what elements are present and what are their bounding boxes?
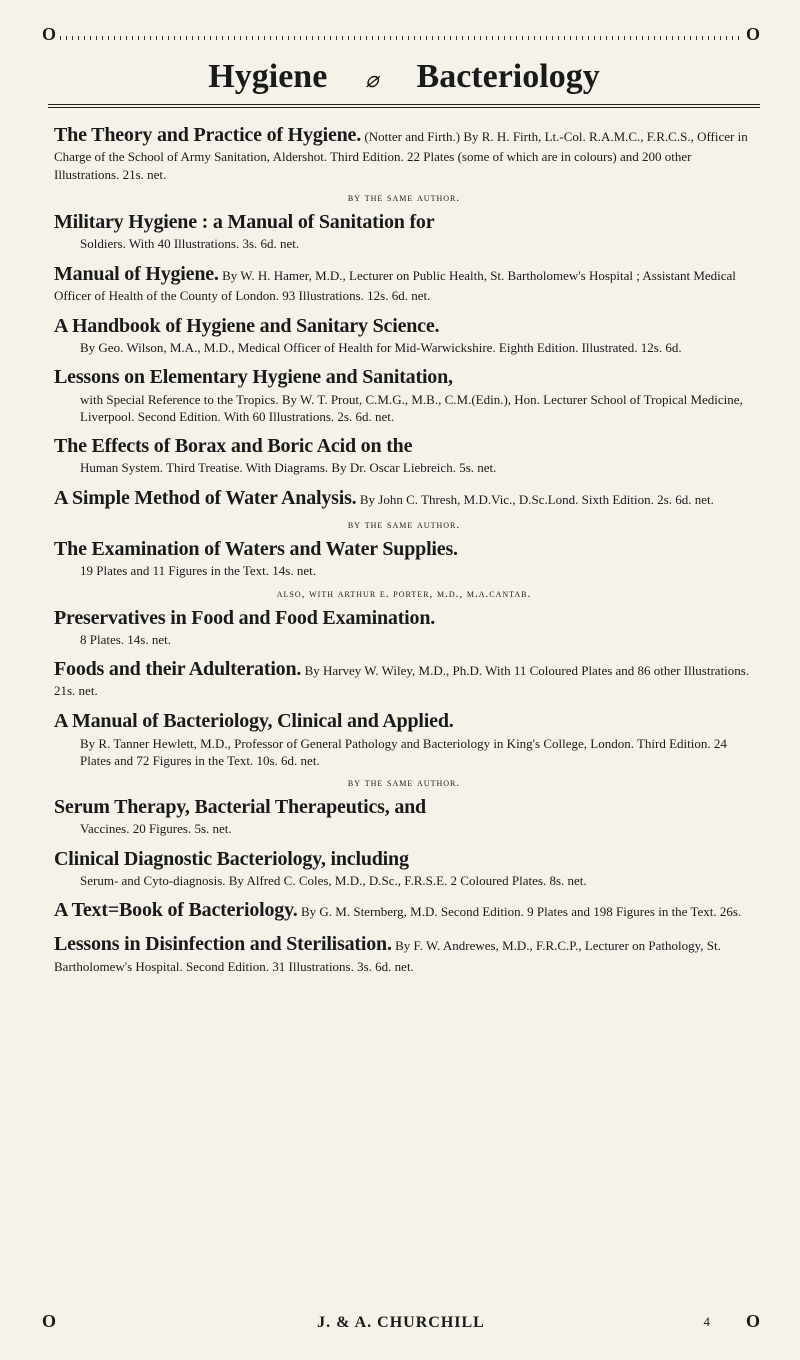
catalogue-entry: The Theory and Practice of Hygiene. (Not… — [54, 122, 754, 184]
entry-title: Manual of Hygiene. — [54, 263, 219, 285]
entry-title: A Simple Method of Water Analysis. — [54, 487, 357, 509]
entry-title: The Effects of Borax and Boric Acid on t… — [54, 435, 412, 457]
corner-mark-bl: O — [42, 1311, 56, 1332]
top-wavy-rule — [58, 34, 744, 42]
entry-title: Preservatives in Food and Food Examinati… — [54, 607, 435, 629]
entry-continuation: Vaccines. 20 Figures. 5s. net. — [80, 820, 754, 837]
entries-list: The Theory and Practice of Hygiene. (Not… — [48, 122, 760, 976]
byline-same-author: by the same author. — [54, 777, 754, 789]
header-right: Bacteriology — [417, 58, 600, 96]
entry-title: Serum Therapy, Bacterial Therapeutics, a… — [54, 796, 426, 818]
entry-title: Lessons in Disinfection and Sterilisatio… — [54, 933, 392, 955]
catalogue-entry: Lessons on Elementary Hygiene and Sanita… — [54, 364, 754, 425]
entry-title: Military Hygiene : a Manual of Sanitatio… — [54, 211, 434, 233]
catalogue-entry: Military Hygiene : a Manual of Sanitatio… — [54, 209, 754, 253]
publisher-footer: J. & A. CHURCHILL — [58, 1314, 744, 1332]
byline-same-author: by the same author. — [54, 192, 754, 204]
entry-title: The Theory and Practice of Hygiene. — [54, 124, 361, 146]
entry-continuation: Serum- and Cyto-diagnosis. By Alfred C. … — [80, 872, 754, 889]
entry-title: The Examination of Waters and Water Supp… — [54, 538, 458, 560]
entry-title: A Text=Book of Bacteriology. — [54, 899, 298, 921]
entry-continuation: 19 Plates and 11 Figures in the Text. 14… — [80, 562, 754, 579]
entry-continuation: Human System. Third Treatise. With Diagr… — [80, 459, 754, 476]
corner-mark-br: O — [746, 1311, 760, 1332]
catalogue-entry: A Manual of Bacteriology, Clinical and A… — [54, 708, 754, 769]
catalogue-entry: Lessons in Disinfection and Sterilisatio… — [54, 931, 754, 975]
entry-continuation: 8 Plates. 14s. net. — [80, 631, 754, 648]
entry-body: By John C. Thresh, M.D.Vic., D.Sc.Lond. … — [360, 492, 714, 507]
entry-title: A Manual of Bacteriology, Clinical and A… — [54, 710, 454, 732]
entry-body: By G. M. Sternberg, M.D. Second Edition.… — [301, 904, 741, 919]
header-left: Hygiene — [208, 58, 327, 96]
entry-continuation: Soldiers. With 40 Illustrations. 3s. 6d.… — [80, 235, 754, 252]
catalogue-entry: A Text=Book of Bacteriology. By G. M. St… — [54, 897, 754, 923]
entry-title: Foods and their Adulteration. — [54, 658, 301, 680]
double-rule — [48, 104, 760, 108]
catalogue-entry: Foods and their Adulteration. By Harvey … — [54, 656, 754, 700]
corner-mark-tl: O — [42, 24, 56, 45]
catalogue-entry: Preservatives in Food and Food Examinati… — [54, 605, 754, 649]
entry-continuation: By R. Tanner Hewlett, M.D., Professor of… — [80, 735, 754, 769]
entry-continuation: with Special Reference to the Tropics. B… — [80, 391, 754, 425]
catalogue-entry: A Handbook of Hygiene and Sanitary Scien… — [54, 313, 754, 357]
entry-title: Lessons on Elementary Hygiene and Sanita… — [54, 366, 453, 388]
byline-also-with: also, with arthur e. porter, m.d., m.a.c… — [54, 588, 754, 600]
entry-title: A Handbook of Hygiene and Sanitary Scien… — [54, 315, 439, 337]
catalogue-entry: Serum Therapy, Bacterial Therapeutics, a… — [54, 794, 754, 838]
catalogue-entry: A Simple Method of Water Analysis. By Jo… — [54, 485, 754, 511]
corner-mark-tr: O — [746, 24, 760, 45]
byline-same-author: by the same author. — [54, 519, 754, 531]
catalogue-entry: The Examination of Waters and Water Supp… — [54, 536, 754, 580]
page-header: Hygiene ⌀ Bacteriology — [48, 58, 760, 96]
catalogue-entry: Manual of Hygiene. By W. H. Hamer, M.D.,… — [54, 261, 754, 305]
page-number: 4 — [704, 1314, 711, 1330]
header-separator-icon: ⌀ — [365, 67, 378, 93]
entry-continuation: By Geo. Wilson, M.A., M.D., Medical Offi… — [80, 339, 754, 356]
entry-title: Clinical Diagnostic Bacteriology, includ… — [54, 848, 409, 870]
catalogue-entry: The Effects of Borax and Boric Acid on t… — [54, 433, 754, 477]
catalogue-entry: Clinical Diagnostic Bacteriology, includ… — [54, 846, 754, 890]
